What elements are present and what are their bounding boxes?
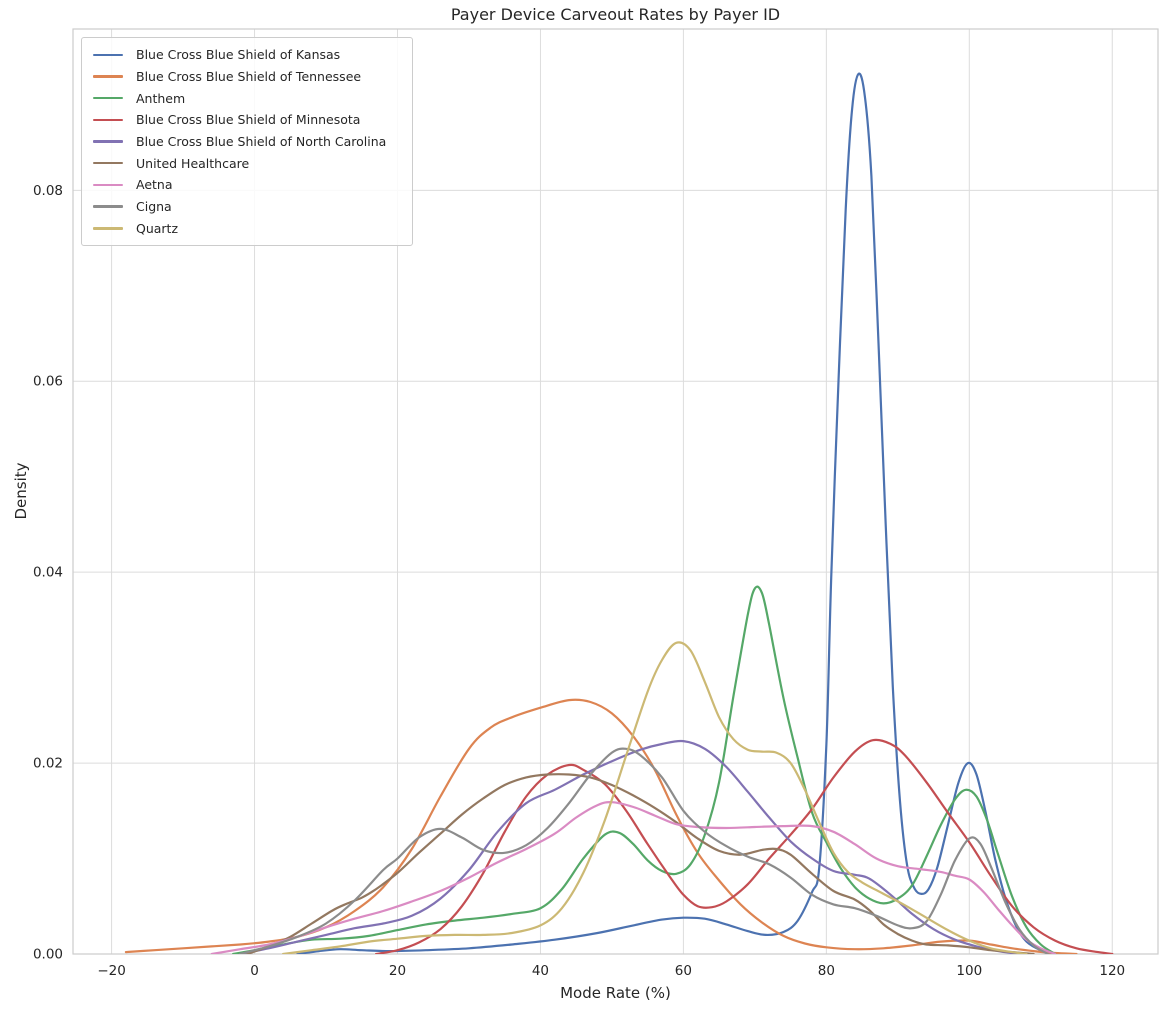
y-tick-label: 0.04: [33, 565, 63, 581]
legend-swatch: [93, 227, 123, 230]
x-tick-label: 80: [818, 963, 835, 979]
legend-item-label: Aetna: [136, 177, 173, 193]
kde-curve-cigna: [239, 747, 1049, 954]
legend-swatch: [93, 75, 123, 78]
axes-border: [72, 28, 1159, 955]
legend-item-label: Anthem: [136, 90, 186, 106]
legend-item: Blue Cross Blue Shield of Tennessee: [88, 66, 404, 88]
x-tick-label: −20: [97, 963, 126, 979]
x-tick-label: 100: [956, 963, 982, 979]
legend-item: Blue Cross Blue Shield of Kansas: [88, 44, 404, 66]
y-tick-label: 0.00: [33, 947, 63, 963]
legend-item-label: Cigna: [136, 199, 172, 215]
kde-curve-quartz: [282, 641, 1028, 954]
legend-swatch: [93, 183, 123, 187]
legend: Blue Cross Blue Shield of Kansas Blue Cro…: [81, 37, 413, 247]
kde-curve-united-healthcare: [246, 773, 1035, 954]
legend-item-label: United Healthcare: [136, 155, 250, 171]
legend-item: Blue Cross Blue Shield of North Carolina: [88, 131, 404, 153]
x-tick-label: 60: [675, 963, 692, 979]
legend-item: Quartz: [88, 218, 404, 240]
legend-swatch: [93, 97, 123, 100]
legend-item-label: Blue Cross Blue Shield of Kansas: [136, 47, 341, 63]
legend-swatch: [93, 205, 123, 208]
x-tick-label: 120: [1099, 963, 1125, 979]
x-tick-label: 40: [532, 963, 549, 979]
legend-swatch: [93, 118, 123, 122]
legend-item: Cigna: [88, 196, 404, 218]
kde-curve-blue-cross-blue-shield-of-minnesota: [375, 738, 1114, 954]
y-tick-label: 0.08: [33, 183, 63, 199]
legend-item-label: Blue Cross Blue Shield of Minnesota: [136, 112, 361, 128]
y-tick-label: 0.02: [33, 756, 63, 772]
y-axis-label: Density: [12, 462, 30, 520]
legend-item: Aetna: [88, 174, 404, 196]
kde-curve-blue-cross-blue-shield-of-kansas: [296, 72, 1057, 954]
legend-item: United Healthcare: [88, 152, 404, 174]
legend-item: Anthem: [88, 87, 404, 109]
x-tick-label: 0: [250, 963, 259, 979]
legend-swatch: [93, 140, 123, 143]
x-axis-label: Mode Rate (%): [560, 984, 671, 1002]
kde-curve-aetna: [210, 801, 1057, 954]
legend-item: Blue Cross Blue Shield of Minnesota: [88, 109, 404, 131]
kde-curve-blue-cross-blue-shield-of-tennessee: [124, 698, 1078, 954]
legend-item-label: Quartz: [136, 220, 179, 236]
x-tick-label: 20: [389, 963, 406, 979]
legend-item-label: Blue Cross Blue Shield of North Carolina: [136, 134, 387, 150]
kde-curve-anthem: [232, 585, 1057, 954]
legend-swatch: [93, 53, 123, 57]
legend-swatch: [93, 162, 123, 165]
y-tick-label: 0.06: [33, 374, 63, 390]
kde-curve-blue-cross-blue-shield-of-north-carolina: [239, 739, 1021, 954]
chart-title: Payer Device Carveout Rates by Payer ID: [450, 5, 781, 24]
legend-item-label: Blue Cross Blue Shield of Tennessee: [136, 69, 362, 85]
